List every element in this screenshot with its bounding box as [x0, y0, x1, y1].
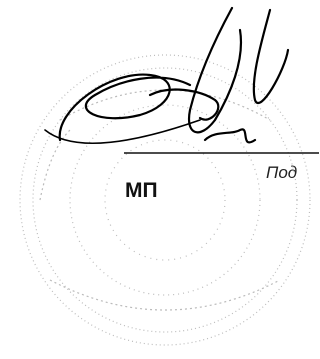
stamp-label: МП — [125, 179, 158, 202]
signature-stroke — [45, 120, 200, 143]
document-fragment: Под МП — [0, 0, 319, 359]
signature-caption: Под — [266, 163, 297, 182]
signature — [45, 8, 288, 143]
stamp-outer-ring — [20, 55, 310, 345]
stamp-core — [105, 140, 225, 260]
stamp — [20, 55, 310, 345]
page: Под МП (() => { const data = JSON.parse(… — [0, 0, 320, 359]
stamp-inner-ring — [70, 105, 260, 295]
signature-stroke — [150, 90, 255, 143]
stamp-text-arc — [40, 90, 280, 310]
